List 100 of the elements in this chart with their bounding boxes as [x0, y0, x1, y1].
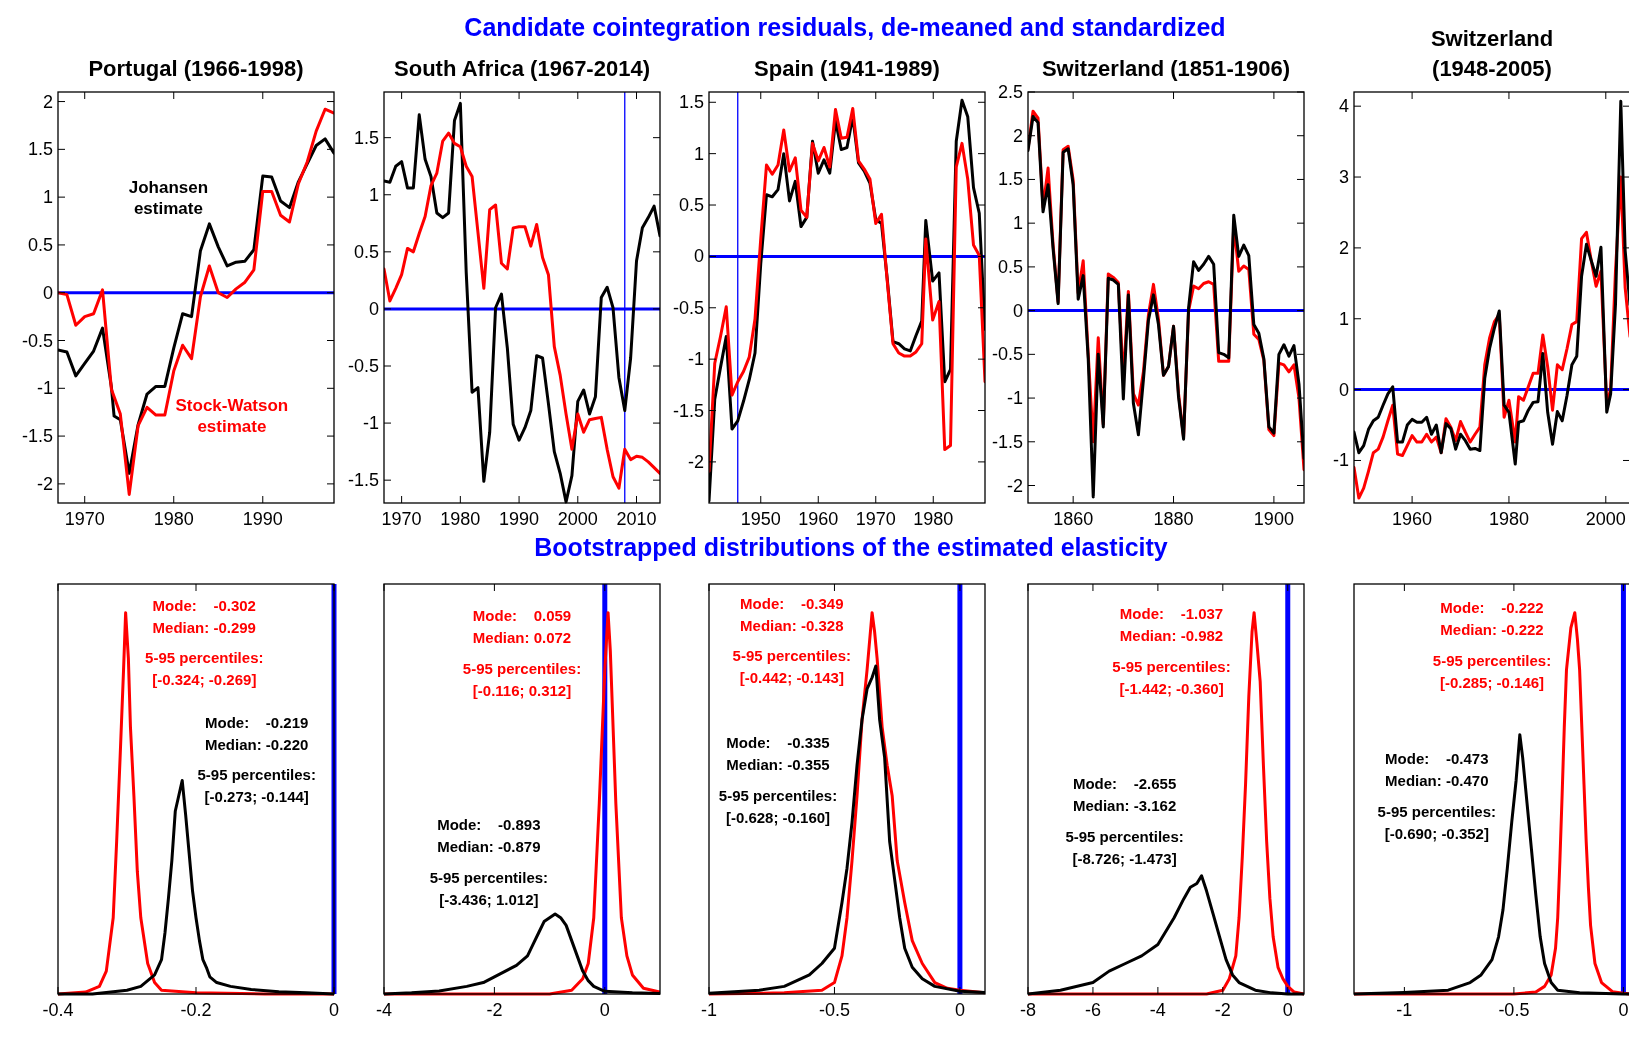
x-tick-label: 1980 — [1488, 509, 1529, 529]
y-tick-label: 1 — [1338, 308, 1349, 329]
text: Mode: -0.349 — [740, 594, 844, 612]
annotation: Mode: -0.473 — [1385, 750, 1489, 768]
x-tick-label: 1970 — [381, 509, 422, 529]
y-tick-label: -1 — [687, 349, 704, 370]
y-tick-label: 0 — [1012, 300, 1023, 321]
x-tick-label: -6 — [1084, 1000, 1101, 1020]
y-tick-label: -0.5 — [347, 356, 379, 376]
y-tick-label: -1.5 — [672, 400, 704, 421]
annotation: 5-95 percentiles: — [1432, 651, 1552, 669]
y-tick-label: 0 — [1338, 379, 1349, 400]
y-tick-label: 0.5 — [27, 234, 53, 255]
x-tick-label: -2 — [486, 1000, 503, 1020]
y-tick-label: 4 — [1338, 96, 1349, 117]
annotation: Median: -0.470 — [1385, 772, 1489, 790]
annotation: [-0.273; -0.144] — [204, 788, 309, 806]
x-tick-label: -0.5 — [818, 1000, 850, 1020]
chart-title: Switzerland (1948-2005) — [1430, 26, 1554, 81]
y-tick-label: 1 — [368, 184, 379, 205]
y-tick-label: 1.5 — [27, 139, 53, 160]
x-tick-label: -2 — [1214, 1000, 1231, 1020]
annotation: [-0.628; -0.160] — [725, 808, 831, 826]
y-tick-label: 1 — [693, 143, 704, 164]
x-tick-label: 0 — [328, 1000, 340, 1020]
annotation: 5-95 percentiles: — [145, 649, 264, 667]
annotation: [-0.442; -0.143] — [739, 669, 844, 687]
y-tick-label: 2.5 — [997, 82, 1023, 102]
annotation: Mode: -0.893 — [437, 816, 541, 833]
y-tick-label: -2 — [1006, 475, 1023, 496]
x-tick-label: 1980 — [913, 509, 954, 529]
annotation: Mode: -0.335 — [726, 734, 830, 751]
y-tick-label: 1.5 — [997, 169, 1023, 190]
annotation: [-0.324; -0.269] — [152, 671, 257, 689]
chart-title: Portugal (1966-1998) — [88, 56, 304, 81]
y-tick-label: 0 — [42, 282, 53, 303]
annotation: Median: -0.982 — [1119, 626, 1224, 644]
annotation: Mode: -1.037 — [1119, 604, 1224, 622]
x-tick-label: 2010 — [616, 509, 657, 529]
annotation: [-0.285; -0.146] — [1439, 673, 1545, 691]
text: Bootstrapped distributions of the estimated elasticity — [534, 533, 1168, 561]
annotation: Median: -0.879 — [437, 838, 541, 855]
x-tick-label: -4 — [1149, 1000, 1166, 1020]
y-tick-label: 0 — [693, 246, 704, 267]
series-label: Stock-Watson estimate — [175, 395, 289, 436]
annotation: [-3.436; 1.012] — [439, 890, 539, 908]
y-tick-label: 2 — [1012, 125, 1023, 146]
text: Candidate cointegration residuals, de-meaned and standardized — [464, 13, 1226, 41]
y-tick-label: -1.5 — [347, 470, 379, 491]
annotation: Median: -0.328 — [740, 616, 844, 634]
y-tick-label: -1.5 — [21, 426, 53, 447]
y-tick-label: -0.5 — [672, 297, 704, 318]
x-tick-label: 1950 — [740, 509, 781, 529]
annotation: Median: 0.072 — [472, 628, 572, 646]
chart-title: Spain (1941-1989) — [754, 56, 940, 81]
y-tick-label: 0.5 — [997, 256, 1023, 277]
x-tick-label: 0 — [1618, 1000, 1629, 1020]
annotation: 5-95 percentiles: — [1065, 827, 1184, 845]
annotation: [-0.690; -0.352] — [1384, 825, 1489, 843]
y-tick-label: -2 — [687, 451, 704, 472]
y-tick-label: -0.5 — [991, 344, 1023, 365]
y-tick-label: 1.5 — [353, 127, 379, 148]
y-tick-label: 0 — [368, 298, 379, 319]
y-tick-label: 2 — [1338, 237, 1349, 258]
y-tick-label: 1.5 — [678, 92, 704, 113]
y-tick-label: -0.5 — [21, 330, 53, 351]
annotation: [-1.442; -0.360] — [1119, 679, 1224, 697]
y-tick-label: 2 — [42, 91, 53, 112]
y-tick-label: 3 — [1338, 167, 1349, 188]
y-tick-label: 1 — [1012, 213, 1023, 234]
chart-title: Switzerland (1851-1906) — [1041, 56, 1291, 81]
annotation: 5-95 percentiles: — [732, 647, 851, 665]
x-tick-label: 0 — [954, 1000, 965, 1020]
x-tick-label: 1860 — [1053, 509, 1094, 529]
x-tick-label: -4 — [375, 1000, 393, 1020]
annotation: 5-95 percentiles: — [429, 868, 549, 886]
x-tick-label: -1 — [1396, 1000, 1413, 1020]
x-tick-label: 0 — [1282, 1000, 1293, 1020]
annotation: Median: -0.220 — [205, 735, 309, 753]
x-tick-label: 2000 — [1585, 509, 1626, 529]
y-tick-label: -1 — [362, 413, 379, 434]
y-tick-label: -1 — [36, 378, 53, 399]
annotation: 5-95 percentiles: — [462, 659, 582, 677]
annotation: Median: -0.299 — [152, 618, 256, 636]
annotation: 5-95 percentiles: — [197, 766, 316, 784]
x-tick-label: 1980 — [440, 509, 481, 529]
x-tick-label: -0.2 — [180, 1000, 212, 1020]
x-tick-label: -0.5 — [1498, 1000, 1530, 1020]
x-tick-label: -0.4 — [42, 1000, 74, 1020]
y-tick-label: 0.5 — [678, 195, 704, 216]
annotation: Mode: -0.219 — [205, 713, 309, 731]
x-tick-label: 1900 — [1253, 509, 1294, 529]
chart-title: South Africa (1967-2014) — [394, 56, 650, 81]
annotation: Mode: -2.655 — [1072, 775, 1177, 792]
y-tick-label: -1.5 — [991, 431, 1023, 452]
annotation: Mode: -0.222 — [1440, 598, 1544, 616]
x-tick-label: 1970 — [64, 509, 105, 529]
annotation: 5-95 percentiles: — [718, 786, 838, 804]
annotation: 5-95 percentiles: — [1112, 657, 1231, 675]
annotation: 5-95 percentiles: — [1377, 803, 1496, 821]
